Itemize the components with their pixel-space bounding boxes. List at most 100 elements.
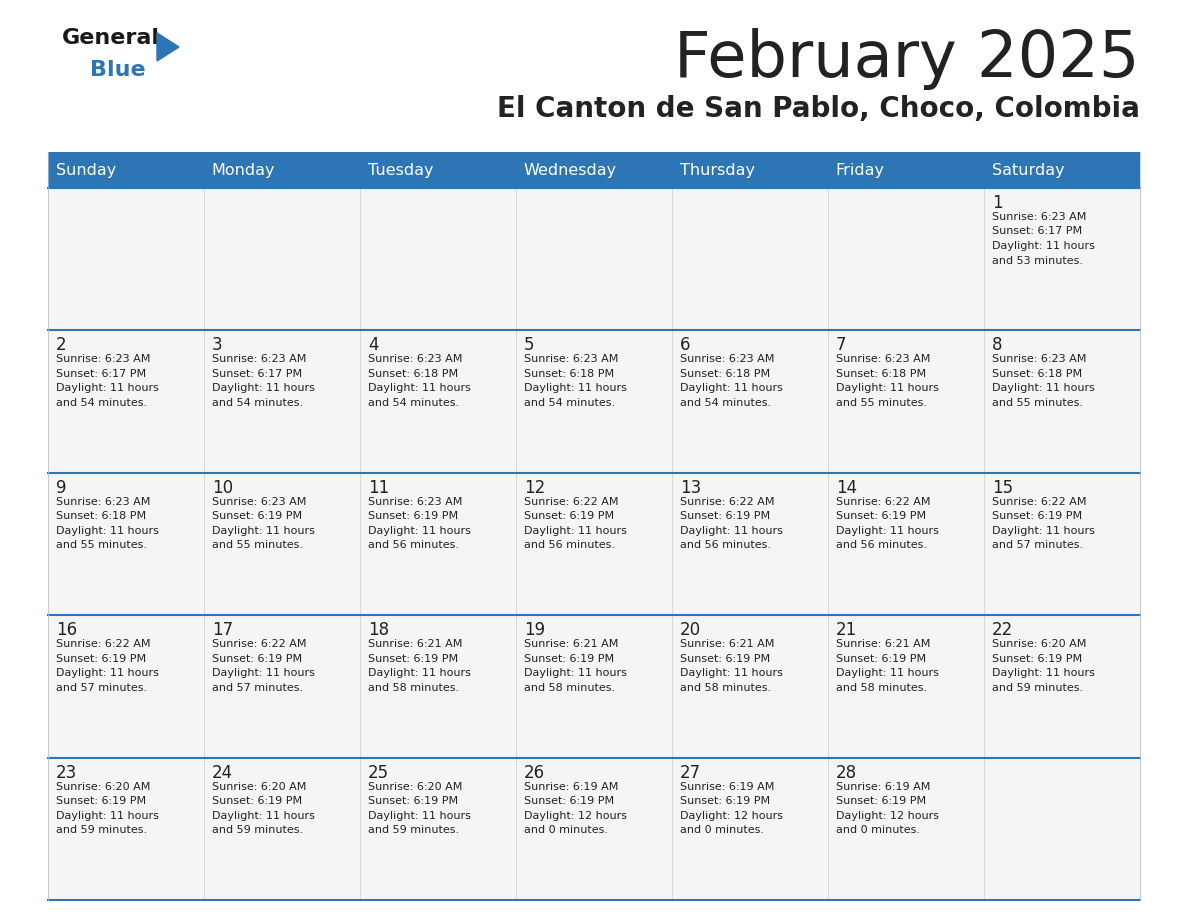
Text: 13: 13 xyxy=(680,479,701,497)
Text: 1: 1 xyxy=(992,194,1003,212)
Text: Sunset: 6:19 PM: Sunset: 6:19 PM xyxy=(680,796,770,806)
Text: and 56 minutes.: and 56 minutes. xyxy=(524,541,615,550)
Text: Sunset: 6:19 PM: Sunset: 6:19 PM xyxy=(368,511,457,521)
Text: 25: 25 xyxy=(368,764,388,781)
Text: Sunset: 6:19 PM: Sunset: 6:19 PM xyxy=(211,654,302,664)
Text: Daylight: 12 hours: Daylight: 12 hours xyxy=(524,811,627,821)
Text: Sunset: 6:17 PM: Sunset: 6:17 PM xyxy=(211,369,302,379)
Text: Sunrise: 6:23 AM: Sunrise: 6:23 AM xyxy=(836,354,930,364)
Text: Sunrise: 6:22 AM: Sunrise: 6:22 AM xyxy=(211,639,307,649)
Text: Sunrise: 6:23 AM: Sunrise: 6:23 AM xyxy=(368,354,462,364)
Bar xyxy=(48,615,204,757)
Text: and 58 minutes.: and 58 minutes. xyxy=(836,683,927,693)
Text: Sunrise: 6:22 AM: Sunrise: 6:22 AM xyxy=(56,639,151,649)
Text: Daylight: 12 hours: Daylight: 12 hours xyxy=(836,811,939,821)
Text: and 55 minutes.: and 55 minutes. xyxy=(56,541,147,550)
Text: Sunset: 6:19 PM: Sunset: 6:19 PM xyxy=(524,654,614,664)
Text: Sunset: 6:19 PM: Sunset: 6:19 PM xyxy=(56,654,146,664)
Text: Sunset: 6:18 PM: Sunset: 6:18 PM xyxy=(524,369,614,379)
Text: February 2025: February 2025 xyxy=(675,28,1140,90)
Text: Sunrise: 6:22 AM: Sunrise: 6:22 AM xyxy=(836,497,930,507)
Text: Sunset: 6:17 PM: Sunset: 6:17 PM xyxy=(56,369,146,379)
Text: 7: 7 xyxy=(836,336,846,354)
Text: Daylight: 11 hours: Daylight: 11 hours xyxy=(992,241,1094,251)
Text: Daylight: 11 hours: Daylight: 11 hours xyxy=(680,668,783,678)
Text: Sunset: 6:19 PM: Sunset: 6:19 PM xyxy=(992,654,1082,664)
Bar xyxy=(48,330,204,473)
Text: Sunset: 6:18 PM: Sunset: 6:18 PM xyxy=(368,369,457,379)
Text: Sunset: 6:19 PM: Sunset: 6:19 PM xyxy=(680,511,770,521)
Bar xyxy=(672,615,828,757)
Bar xyxy=(204,188,360,330)
Text: Daylight: 11 hours: Daylight: 11 hours xyxy=(680,526,783,536)
Bar xyxy=(672,757,828,900)
Text: 23: 23 xyxy=(56,764,77,781)
Text: Daylight: 11 hours: Daylight: 11 hours xyxy=(56,384,159,394)
Text: Sunrise: 6:20 AM: Sunrise: 6:20 AM xyxy=(992,639,1086,649)
Bar xyxy=(828,615,984,757)
Text: Sunset: 6:19 PM: Sunset: 6:19 PM xyxy=(524,796,614,806)
Text: and 0 minutes.: and 0 minutes. xyxy=(524,825,608,835)
Text: 16: 16 xyxy=(56,621,77,639)
Text: and 54 minutes.: and 54 minutes. xyxy=(211,397,303,408)
Text: and 58 minutes.: and 58 minutes. xyxy=(680,683,771,693)
Bar xyxy=(204,615,360,757)
Text: Friday: Friday xyxy=(836,162,885,177)
Text: and 57 minutes.: and 57 minutes. xyxy=(56,683,147,693)
Text: 8: 8 xyxy=(992,336,1003,354)
Bar xyxy=(984,188,1140,330)
Text: Daylight: 11 hours: Daylight: 11 hours xyxy=(211,811,315,821)
Text: and 55 minutes.: and 55 minutes. xyxy=(836,397,927,408)
Text: Sunrise: 6:19 AM: Sunrise: 6:19 AM xyxy=(524,781,618,791)
Text: 24: 24 xyxy=(211,764,233,781)
Text: and 55 minutes.: and 55 minutes. xyxy=(992,397,1082,408)
Text: 2: 2 xyxy=(56,336,67,354)
Text: Sunrise: 6:23 AM: Sunrise: 6:23 AM xyxy=(211,497,307,507)
Bar xyxy=(204,330,360,473)
Text: Sunrise: 6:23 AM: Sunrise: 6:23 AM xyxy=(211,354,307,364)
Text: 22: 22 xyxy=(992,621,1013,639)
Text: Daylight: 11 hours: Daylight: 11 hours xyxy=(56,526,159,536)
Text: Daylight: 11 hours: Daylight: 11 hours xyxy=(211,526,315,536)
Text: Daylight: 11 hours: Daylight: 11 hours xyxy=(524,526,627,536)
Bar xyxy=(360,330,516,473)
Text: Daylight: 11 hours: Daylight: 11 hours xyxy=(836,526,939,536)
Text: Daylight: 11 hours: Daylight: 11 hours xyxy=(836,384,939,394)
Bar xyxy=(828,188,984,330)
Bar xyxy=(48,757,204,900)
Text: Monday: Monday xyxy=(211,162,276,177)
Text: Sunset: 6:18 PM: Sunset: 6:18 PM xyxy=(56,511,146,521)
Text: 9: 9 xyxy=(56,479,67,497)
Text: Blue: Blue xyxy=(90,60,146,80)
Text: El Canton de San Pablo, Choco, Colombia: El Canton de San Pablo, Choco, Colombia xyxy=(497,95,1140,123)
Text: and 58 minutes.: and 58 minutes. xyxy=(368,683,459,693)
Text: and 59 minutes.: and 59 minutes. xyxy=(211,825,303,835)
Text: 26: 26 xyxy=(524,764,545,781)
Text: General: General xyxy=(62,28,160,48)
Text: Sunrise: 6:22 AM: Sunrise: 6:22 AM xyxy=(992,497,1086,507)
Bar xyxy=(48,473,204,615)
Bar xyxy=(828,757,984,900)
Text: and 54 minutes.: and 54 minutes. xyxy=(524,397,615,408)
Text: 20: 20 xyxy=(680,621,701,639)
Text: Sunset: 6:18 PM: Sunset: 6:18 PM xyxy=(992,369,1082,379)
Bar xyxy=(516,615,672,757)
Text: 28: 28 xyxy=(836,764,857,781)
Text: 11: 11 xyxy=(368,479,388,497)
Text: 6: 6 xyxy=(680,336,690,354)
Bar xyxy=(48,188,204,330)
Text: Sunrise: 6:19 AM: Sunrise: 6:19 AM xyxy=(680,781,775,791)
Text: Sunrise: 6:23 AM: Sunrise: 6:23 AM xyxy=(992,354,1086,364)
Text: 12: 12 xyxy=(524,479,545,497)
Text: Daylight: 12 hours: Daylight: 12 hours xyxy=(680,811,783,821)
Bar xyxy=(360,188,516,330)
Text: 27: 27 xyxy=(680,764,701,781)
Text: Sunrise: 6:20 AM: Sunrise: 6:20 AM xyxy=(211,781,307,791)
Text: and 57 minutes.: and 57 minutes. xyxy=(211,683,303,693)
Bar xyxy=(516,188,672,330)
Text: 4: 4 xyxy=(368,336,378,354)
Bar xyxy=(672,473,828,615)
Text: 19: 19 xyxy=(524,621,545,639)
Text: Sunrise: 6:23 AM: Sunrise: 6:23 AM xyxy=(56,497,150,507)
Text: Sunrise: 6:20 AM: Sunrise: 6:20 AM xyxy=(56,781,150,791)
